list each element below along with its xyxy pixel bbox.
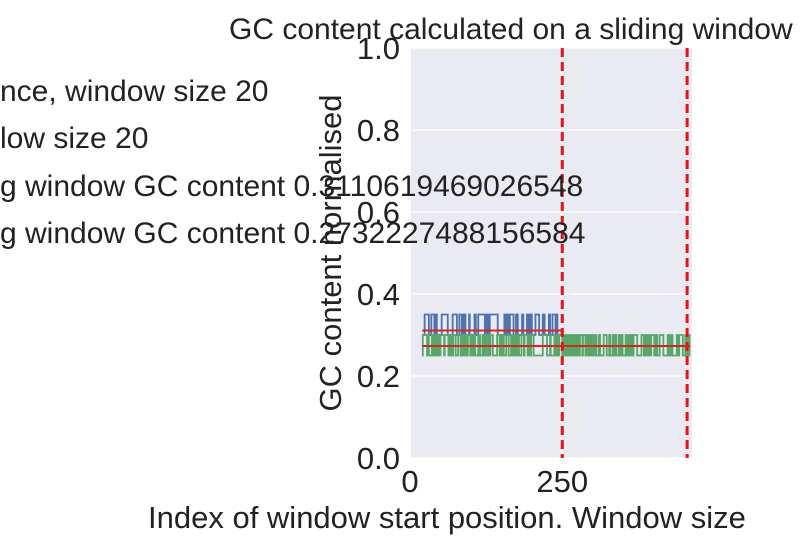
y-tick-label: 0.8 [357,113,400,148]
legend-entry: nce, window size 20 [0,75,268,108]
y-axis-ticks: 0.0 0.2 0.4 0.6 0.8 1.0 [357,31,400,476]
y-axis-label: GC content normalised [313,94,348,411]
y-tick-label: 0.6 [357,195,400,230]
series-line-0 [422,313,563,336]
x-tick-label: 0 [401,464,418,499]
grid-lines [409,47,692,459]
x-axis-label: Index of window start position. Window s… [148,500,746,535]
y-tick-label: 0.0 [357,441,400,476]
x-axis-ticks: 0 250 [401,464,588,499]
plot-background [410,48,692,458]
series-lines [421,313,691,357]
y-tick-label: 1.0 [357,31,400,66]
vertical-marker-lines [560,48,689,458]
x-tick-label: 250 [536,464,588,499]
y-tick-label: 0.2 [357,359,400,394]
chart-title: GC content calculated on a sliding windo… [229,13,793,46]
legend-entry: g window GC content 0.273222748815658​4 [0,217,585,250]
series-line-1 [421,334,691,357]
legend-entry: low size 20 [0,122,148,155]
legend: nce, window size 20 low size 20 g window G… [0,75,585,250]
y-tick-label: 0.4 [357,277,400,312]
legend-entry: g window GC content 0.311061946902654​8 [0,170,583,203]
mean-lines [422,329,691,347]
